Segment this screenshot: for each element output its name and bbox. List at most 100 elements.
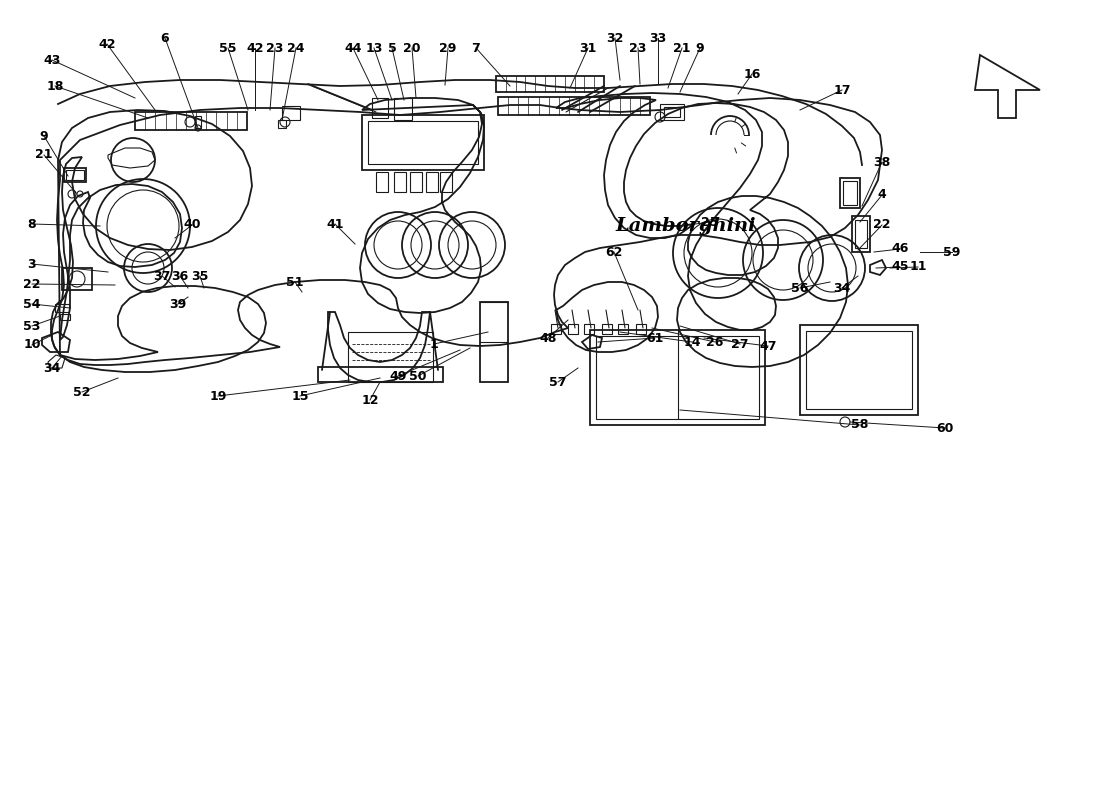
Text: 39: 39 bbox=[169, 298, 187, 310]
Text: 26: 26 bbox=[706, 335, 724, 349]
Bar bbox=[596, 336, 759, 419]
Text: 51: 51 bbox=[286, 275, 304, 289]
Text: 22: 22 bbox=[23, 278, 41, 290]
Bar bbox=[410, 172, 422, 192]
Bar bbox=[55, 304, 69, 312]
Text: 50: 50 bbox=[409, 370, 427, 382]
Text: 22: 22 bbox=[873, 218, 891, 231]
Text: 16: 16 bbox=[744, 67, 761, 81]
Text: 5: 5 bbox=[387, 42, 396, 54]
Bar bbox=[568, 324, 578, 334]
Bar bbox=[440, 172, 452, 192]
Text: 14: 14 bbox=[683, 335, 701, 349]
Bar bbox=[362, 115, 484, 170]
Text: 34: 34 bbox=[43, 362, 60, 374]
Text: 40: 40 bbox=[184, 218, 200, 231]
Text: 34: 34 bbox=[834, 282, 850, 294]
Text: 4: 4 bbox=[878, 189, 887, 202]
Text: 17: 17 bbox=[834, 83, 850, 97]
Bar bbox=[551, 324, 561, 334]
Bar bbox=[282, 106, 300, 120]
Text: 33: 33 bbox=[649, 31, 667, 45]
Bar bbox=[660, 104, 684, 120]
Text: 9: 9 bbox=[40, 130, 48, 142]
Text: 3: 3 bbox=[28, 258, 36, 270]
Text: 29: 29 bbox=[439, 42, 456, 54]
Text: 44: 44 bbox=[344, 42, 362, 54]
Bar bbox=[376, 172, 388, 192]
Text: 9: 9 bbox=[695, 42, 704, 54]
Text: 37: 37 bbox=[153, 270, 170, 282]
Text: 61: 61 bbox=[647, 331, 663, 345]
Text: 25: 25 bbox=[702, 215, 718, 229]
Text: 21: 21 bbox=[35, 149, 53, 162]
Text: Lamborghini: Lamborghini bbox=[615, 217, 756, 235]
Text: 18: 18 bbox=[46, 79, 64, 93]
Text: 42: 42 bbox=[98, 38, 116, 50]
Bar bbox=[278, 120, 286, 128]
Bar bbox=[64, 168, 86, 182]
Text: 57: 57 bbox=[549, 375, 566, 389]
Bar bbox=[348, 332, 433, 382]
Bar bbox=[60, 314, 70, 320]
Text: 42: 42 bbox=[246, 42, 264, 54]
Bar bbox=[394, 172, 406, 192]
Bar bbox=[664, 107, 680, 117]
Bar bbox=[584, 324, 594, 334]
Text: 38: 38 bbox=[873, 155, 891, 169]
Text: 19: 19 bbox=[209, 390, 227, 402]
Bar bbox=[843, 181, 857, 205]
Bar bbox=[394, 98, 412, 120]
Text: 49: 49 bbox=[389, 370, 407, 382]
Bar bbox=[806, 331, 912, 409]
Text: 46: 46 bbox=[891, 242, 909, 255]
Bar bbox=[852, 216, 870, 252]
Text: 13: 13 bbox=[365, 42, 383, 54]
Text: 7: 7 bbox=[472, 42, 481, 54]
Bar bbox=[602, 324, 612, 334]
Text: 41: 41 bbox=[327, 218, 343, 230]
Text: 27: 27 bbox=[732, 338, 749, 350]
Bar bbox=[318, 367, 443, 382]
Text: 60: 60 bbox=[936, 422, 954, 434]
Bar bbox=[636, 324, 646, 334]
Text: 12: 12 bbox=[361, 394, 378, 406]
Bar bbox=[195, 116, 201, 128]
Bar bbox=[840, 178, 860, 208]
Bar bbox=[480, 302, 508, 382]
Text: 1: 1 bbox=[430, 338, 439, 350]
Text: 58: 58 bbox=[851, 418, 869, 431]
Text: 15: 15 bbox=[292, 390, 309, 402]
Bar bbox=[855, 220, 867, 248]
Text: 47: 47 bbox=[759, 339, 777, 353]
Text: 48: 48 bbox=[539, 331, 557, 345]
Text: 24: 24 bbox=[287, 42, 305, 54]
Text: 45: 45 bbox=[891, 261, 909, 274]
Text: 54: 54 bbox=[23, 298, 41, 310]
Text: 8: 8 bbox=[28, 218, 36, 230]
Bar bbox=[62, 268, 92, 290]
Text: 62: 62 bbox=[605, 246, 623, 258]
Text: 35: 35 bbox=[191, 270, 209, 282]
Text: 20: 20 bbox=[404, 42, 420, 54]
Bar bbox=[368, 121, 478, 164]
Text: 32: 32 bbox=[606, 31, 624, 45]
Text: 52: 52 bbox=[74, 386, 90, 398]
Text: 59: 59 bbox=[944, 246, 960, 258]
Bar bbox=[66, 170, 84, 180]
Bar bbox=[800, 325, 918, 415]
Text: 21: 21 bbox=[673, 42, 691, 54]
Bar bbox=[426, 172, 438, 192]
Text: 55: 55 bbox=[219, 42, 236, 54]
Bar bbox=[590, 330, 764, 425]
Bar bbox=[372, 98, 388, 118]
Text: 11: 11 bbox=[910, 261, 926, 274]
Bar bbox=[618, 324, 628, 334]
Text: 36: 36 bbox=[172, 270, 188, 282]
Text: 53: 53 bbox=[23, 319, 41, 333]
Text: 10: 10 bbox=[23, 338, 41, 351]
Text: 31: 31 bbox=[580, 42, 596, 54]
Text: 43: 43 bbox=[43, 54, 60, 66]
Text: 23: 23 bbox=[629, 42, 647, 54]
Text: 6: 6 bbox=[161, 31, 169, 45]
